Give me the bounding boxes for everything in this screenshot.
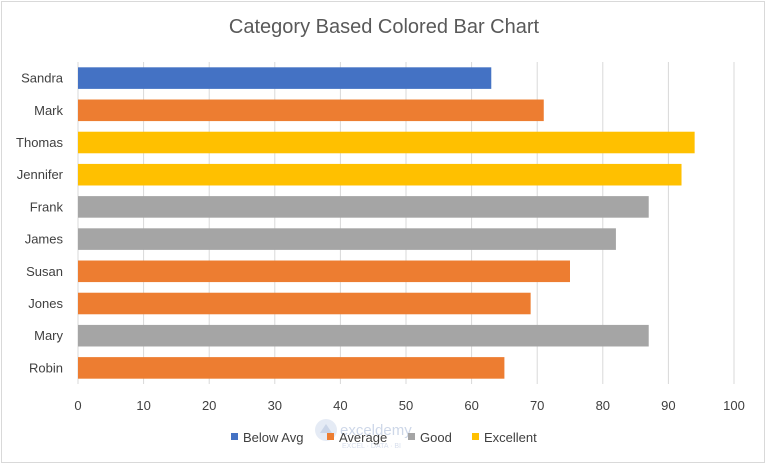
y-tick-label: Jones [28, 296, 63, 311]
y-tick-label: Thomas [16, 135, 63, 150]
y-tick-label: Susan [26, 264, 63, 279]
y-tick-label: Sandra [21, 71, 64, 86]
x-tick-label: 70 [530, 398, 544, 413]
legend-label: Average [339, 430, 387, 445]
bar-series [78, 67, 695, 379]
bar-mark [78, 99, 544, 122]
y-tick-label: Mary [34, 328, 63, 343]
bar-frank [78, 196, 649, 218]
y-tick-label: Jennifer [17, 167, 64, 182]
bar-susan [78, 260, 570, 283]
x-tick-label: 10 [136, 398, 150, 413]
x-tick-label: 100 [723, 398, 745, 413]
legend-label: Below Avg [243, 430, 303, 445]
legend: Below Avg Average Good Excellent [231, 430, 537, 445]
legend-label: Good [420, 430, 452, 445]
legend-swatch [231, 433, 238, 440]
bar-jennifer [78, 163, 682, 186]
x-tick-label: 40 [333, 398, 347, 413]
watermark-brand: exceldemy [340, 422, 412, 439]
y-tick-label: Robin [29, 360, 63, 375]
bar-jones [78, 292, 531, 315]
x-tick-label: 50 [399, 398, 413, 413]
legend-label: Excellent [484, 430, 537, 445]
bar-thomas [78, 131, 695, 154]
bar-mary [78, 324, 649, 347]
y-axis-labels: Sandra Mark Thomas Jennifer Frank James Susan J… [16, 71, 64, 376]
x-tick-label: 0 [74, 398, 81, 413]
x-tick-label: 20 [202, 398, 216, 413]
x-tick-label: 90 [661, 398, 675, 413]
x-tick-label: 80 [596, 398, 610, 413]
x-tick-label: 60 [464, 398, 478, 413]
bar-james [78, 228, 616, 250]
bar-sandra [78, 67, 492, 89]
bar-robin [78, 357, 505, 379]
y-tick-label: Frank [30, 199, 64, 214]
y-tick-label: Mark [34, 103, 63, 118]
x-tick-label: 30 [268, 398, 282, 413]
legend-swatch [472, 433, 479, 440]
legend-swatch [408, 433, 415, 440]
x-axis-labels: 0 10 20 30 40 50 60 70 80 90 100 [74, 398, 744, 413]
chart-title: Category Based Colored Bar Chart [229, 16, 540, 38]
legend-swatch [327, 433, 334, 440]
y-tick-label: James [25, 232, 64, 247]
watermark-tagline: EXCEL · DATA · BI [342, 443, 401, 450]
